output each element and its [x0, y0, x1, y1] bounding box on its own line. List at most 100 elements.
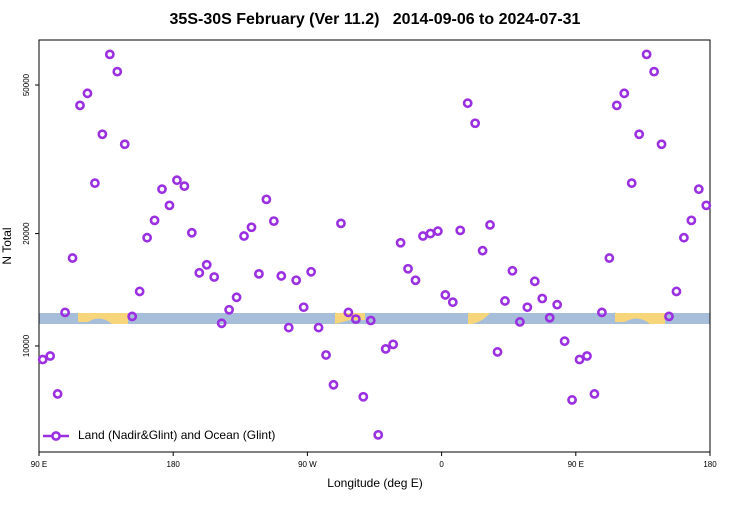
legend-swatch-marker	[51, 431, 61, 441]
point	[358, 391, 369, 402]
point	[60, 307, 70, 318]
point	[239, 231, 249, 241]
point	[477, 245, 488, 256]
point	[410, 275, 421, 286]
point	[507, 265, 518, 276]
y-axis-label: N Total	[0, 227, 14, 264]
point	[641, 49, 652, 60]
point	[522, 302, 533, 313]
point	[701, 200, 712, 211]
point	[157, 184, 167, 195]
point	[656, 139, 667, 150]
point	[127, 311, 138, 322]
legend-label: Land (Nadir&Glint) and Ocean (Glint)	[78, 428, 275, 442]
point	[462, 98, 473, 109]
series	[37, 49, 712, 440]
point	[664, 311, 674, 322]
point	[104, 49, 115, 60]
point	[604, 253, 615, 263]
chart-title: 35S-30S February (Ver 11.2) 2014-09-06 t…	[170, 11, 581, 28]
point	[440, 290, 451, 300]
point	[470, 118, 481, 129]
point	[231, 292, 242, 303]
x-tick-label: 90 W	[298, 460, 317, 469]
y-tick-label: 50000	[22, 73, 31, 96]
point	[224, 304, 235, 315]
point	[134, 286, 145, 297]
point	[596, 307, 607, 318]
point	[552, 299, 563, 310]
point	[403, 263, 413, 274]
point	[626, 178, 637, 189]
point	[45, 351, 56, 361]
point	[350, 314, 361, 325]
point	[634, 129, 645, 140]
point	[291, 275, 302, 286]
point	[589, 389, 600, 399]
point	[492, 347, 503, 357]
point	[142, 232, 153, 243]
point	[380, 344, 391, 354]
point	[447, 297, 458, 308]
point	[261, 194, 272, 205]
point	[559, 336, 570, 347]
point	[336, 218, 346, 229]
x-axis-label: Longitude (deg E)	[327, 476, 422, 490]
point	[500, 296, 510, 306]
point	[373, 429, 384, 440]
point	[611, 100, 622, 111]
land-patch	[615, 313, 665, 324]
point	[619, 88, 630, 99]
point	[514, 317, 525, 327]
y-tick-label: 10000	[22, 334, 31, 357]
point	[365, 315, 376, 326]
point	[201, 259, 212, 270]
point	[112, 66, 123, 77]
y-tick-label: 20000	[22, 222, 31, 245]
point	[246, 222, 257, 233]
point	[328, 379, 339, 390]
point	[529, 276, 540, 287]
point	[149, 215, 160, 226]
point	[97, 129, 108, 140]
plot-frame	[38, 39, 711, 453]
point	[90, 178, 100, 189]
point	[216, 318, 227, 329]
point	[574, 354, 585, 365]
x-tick-label: 90 E	[568, 460, 584, 469]
land-patch	[468, 313, 490, 324]
point	[67, 253, 78, 263]
point	[432, 226, 443, 237]
x-tick-label: 90 E	[31, 460, 47, 469]
point	[649, 66, 659, 77]
point	[485, 220, 495, 230]
point	[455, 225, 466, 236]
point	[388, 339, 399, 350]
point	[567, 395, 577, 405]
point	[75, 100, 85, 111]
point	[209, 272, 220, 282]
land-patch	[78, 313, 128, 324]
point	[313, 322, 324, 333]
point	[254, 268, 264, 279]
point	[306, 266, 317, 277]
point	[82, 88, 93, 99]
point	[321, 350, 331, 360]
point	[179, 181, 190, 192]
point	[186, 227, 197, 238]
point	[395, 237, 406, 248]
point	[298, 302, 309, 313]
point	[52, 389, 63, 399]
point	[693, 184, 704, 195]
point	[283, 322, 294, 333]
point	[119, 139, 130, 150]
point	[544, 312, 555, 323]
point	[537, 293, 548, 304]
point	[582, 351, 592, 361]
point	[343, 307, 354, 318]
x-tick-label: 0	[439, 460, 444, 469]
point	[671, 286, 682, 297]
point	[679, 232, 689, 243]
